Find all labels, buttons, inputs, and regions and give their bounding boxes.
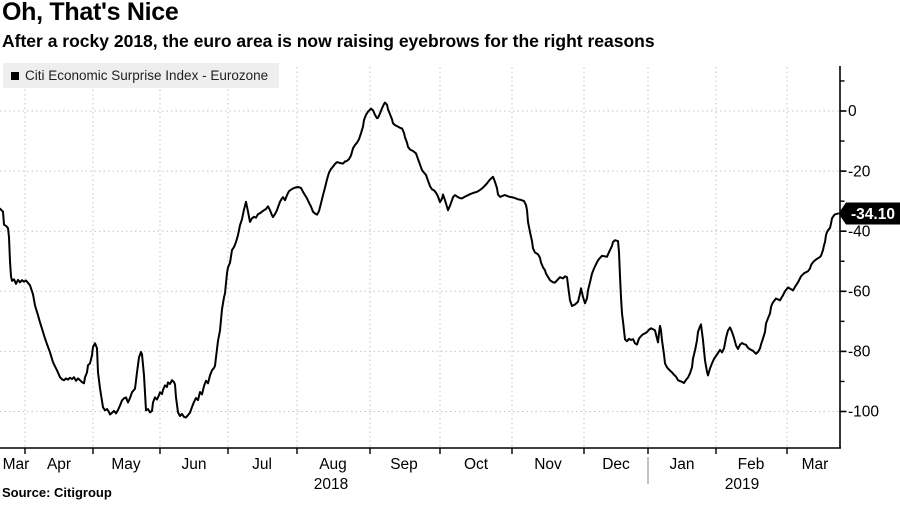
y-tick-label: 0 [848,103,857,120]
x-month-label: Dec [602,456,630,473]
source-attribution: Source: Citigroup [2,485,112,500]
x-month-label: Mar [3,456,30,473]
x-month-label: May [111,456,141,473]
x-month-label: Apr [47,456,71,473]
y-tick-label: -100 [848,404,879,421]
x-year-label: 2018 [314,476,348,493]
gridlines-vertical [24,67,788,448]
x-month-label: Feb [738,456,765,473]
x-month-label: Oct [464,456,489,473]
x-month-label: Jul [252,456,272,473]
page-title: Oh, That's Nice [2,0,179,26]
y-tick-label: -20 [848,163,871,180]
legend: Citi Economic Surprise Index - Eurozone [3,63,280,88]
series-line [0,101,839,419]
legend-label: Citi Economic Surprise Index - Eurozone [25,68,269,83]
page-subtitle: After a rocky 2018, the euro area is now… [2,31,655,51]
x-axis-ticks-labels: Mar Apr May Jun Jul Aug Sep Oct Nov Dec Jan Feb Mar 2… [3,448,829,493]
y-axis-ticks-labels: 0 -20 -40 -60 -80 -100 [840,80,879,421]
y-tick-label: -40 [848,223,871,240]
x-month-label: Aug [319,456,347,473]
y-tick-label: -60 [848,284,871,301]
x-month-label: Jan [670,456,695,473]
last-value-badge-shape [838,202,900,225]
y-tick-label: -80 [848,344,871,361]
gridlines-horizontal [0,110,840,412]
last-value-badge: -34.10 [838,202,900,225]
x-year-label: 2019 [725,476,759,493]
x-month-label: Nov [534,456,562,473]
last-value-badge-label: -34.10 [851,206,895,223]
x-month-label: Sep [390,456,418,473]
x-month-label: Mar [802,456,829,473]
x-month-label: Jun [182,456,207,473]
legend-swatch-icon [11,71,19,80]
